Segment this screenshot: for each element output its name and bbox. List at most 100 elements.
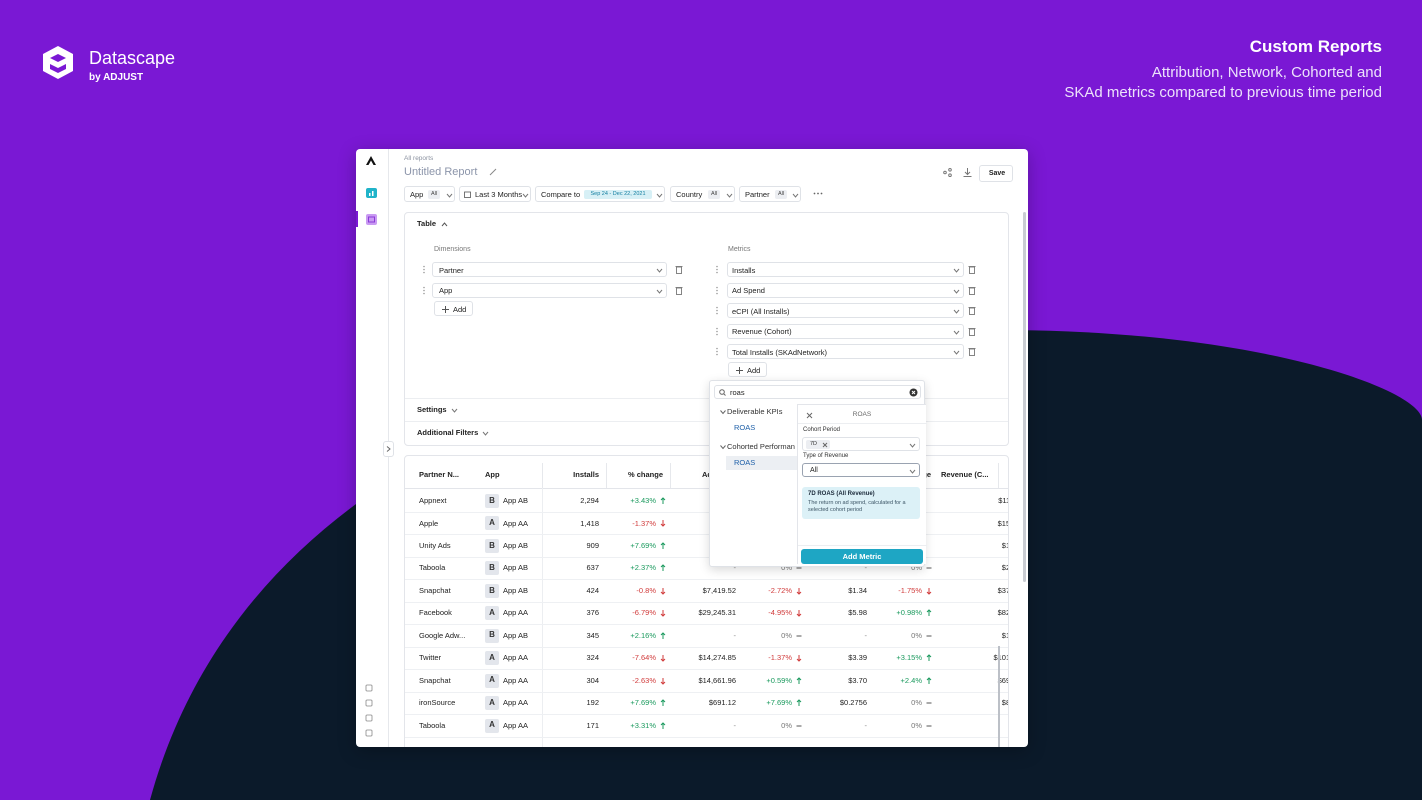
dimension-select[interactable]: App [432, 282, 667, 298]
metric-select[interactable]: Total Installs (SKAdNetwork) [727, 344, 964, 359]
search-icon [719, 389, 726, 396]
search-value: roas [730, 387, 745, 397]
metric-select[interactable]: eCPI (All Installs) [727, 303, 964, 318]
filter-label: Country [676, 190, 703, 200]
filter[interactable]: Compare to Sep 24 - Dec 22, 2021 [535, 186, 665, 202]
trend-icon [796, 699, 802, 707]
page-title: Custom Reports [1249, 36, 1382, 56]
plus-icon [736, 367, 743, 374]
percent-change: +7.69% [766, 698, 792, 708]
search-field[interactable]: roas [714, 385, 921, 399]
filter-label: Partner [745, 190, 770, 200]
save-button[interactable]: Save [979, 165, 1013, 182]
metric-select[interactable]: Ad Spend [727, 282, 964, 298]
column-header: Installs [573, 470, 599, 480]
sidebar-toggle[interactable] [383, 441, 394, 457]
column-divider [998, 463, 999, 488]
filter[interactable]: Last 3 Months [459, 186, 531, 202]
row-border [405, 691, 1008, 693]
filters-toggle[interactable]: Additional Filters [417, 428, 479, 438]
percent-change: +3.43% [630, 496, 656, 506]
app-badge: A [485, 718, 499, 733]
field-label: Cohort Period [803, 427, 841, 434]
add-button[interactable]: Add [434, 301, 473, 316]
filter[interactable]: App All [404, 186, 455, 202]
percent-change: 0% [911, 698, 922, 708]
trend-icon [660, 699, 666, 707]
table-card: Partner N... App Installs % change Ad ge Reven… [404, 455, 1009, 747]
drag-handle [716, 286, 718, 294]
section-title: Table [417, 219, 437, 229]
percent-change: 0% [911, 630, 922, 640]
app-badge: B [485, 538, 499, 553]
table-cell: App AB [503, 541, 529, 551]
metric-option[interactable]: ROAS [734, 458, 756, 468]
table-cell: Appnext [419, 496, 447, 506]
add-button[interactable]: Add [728, 362, 767, 377]
breadcrumb: All reports [404, 154, 434, 162]
percent-change: +3.31% [630, 720, 656, 730]
close-icon [806, 412, 813, 419]
metric-select[interactable]: Revenue (Cohort) [727, 323, 964, 339]
table-cell: - [864, 630, 868, 640]
dimension-select[interactable]: Partner [432, 262, 667, 277]
trend-icon [926, 567, 932, 569]
column-header: Partner N... [419, 470, 460, 480]
trend-icon [926, 635, 932, 637]
chip-label: 7D [810, 440, 818, 447]
divider [798, 423, 927, 424]
delete-icon [968, 348, 976, 356]
table-cell: - [864, 720, 868, 730]
column-header: App [485, 470, 500, 480]
trend-icon [796, 567, 802, 569]
cohort-select[interactable]: 7D [802, 437, 920, 451]
row-border [405, 624, 1008, 626]
plus-icon [442, 306, 449, 313]
table-cell: $82,627.0 [997, 608, 1008, 618]
table-cell: $5.98 [848, 608, 867, 618]
metric-select[interactable]: Installs [727, 262, 964, 277]
chevron [720, 410, 726, 415]
table-cell: Facebook [419, 608, 452, 618]
metric-option[interactable]: ROAS [734, 423, 756, 433]
revenue-select[interactable]: All [802, 463, 920, 477]
chevron [953, 309, 960, 314]
divider [405, 421, 1008, 422]
table-cell: $101,292.8 [993, 653, 1008, 663]
table-cell: Taboola [419, 720, 446, 730]
app-logo [366, 156, 376, 165]
divider [798, 545, 927, 546]
add-metric-button[interactable]: Add Metric [801, 549, 923, 564]
trend-icon [796, 725, 802, 726]
chevron [522, 193, 529, 198]
chevron [656, 193, 663, 198]
percent-change: +0.59% [766, 675, 792, 685]
chevron [451, 408, 458, 413]
table-cell: App AB [503, 563, 529, 573]
delete-icon [968, 266, 976, 274]
delete-icon [675, 266, 683, 274]
table-cell: $3.70 [848, 675, 867, 685]
edit-icon [489, 168, 497, 176]
settings-toggle[interactable]: Settings [417, 405, 447, 415]
brand-name: Datascape [89, 48, 176, 69]
metrics-label: Metrics [728, 246, 751, 254]
percent-change: -1.75% [898, 585, 922, 595]
chevron [953, 330, 960, 335]
table-cell: $15,765.5 [997, 518, 1008, 528]
table-cell: App AA [503, 698, 529, 708]
filter[interactable]: Country All [670, 186, 735, 202]
table-cell: App AA [503, 653, 529, 663]
row-border [405, 736, 1008, 738]
app-badge-label: A [489, 608, 495, 618]
percent-change: 0% [911, 720, 922, 730]
filter[interactable]: Partner All [739, 186, 801, 202]
trend-icon [660, 520, 666, 528]
table-cell: $0.2756 [839, 698, 867, 708]
drag-handle [716, 347, 718, 356]
chevron [656, 289, 663, 294]
table-cell: Unity Ads [419, 541, 451, 551]
drag-handle [716, 306, 718, 315]
table-cell: $14,661.96 [698, 675, 736, 685]
